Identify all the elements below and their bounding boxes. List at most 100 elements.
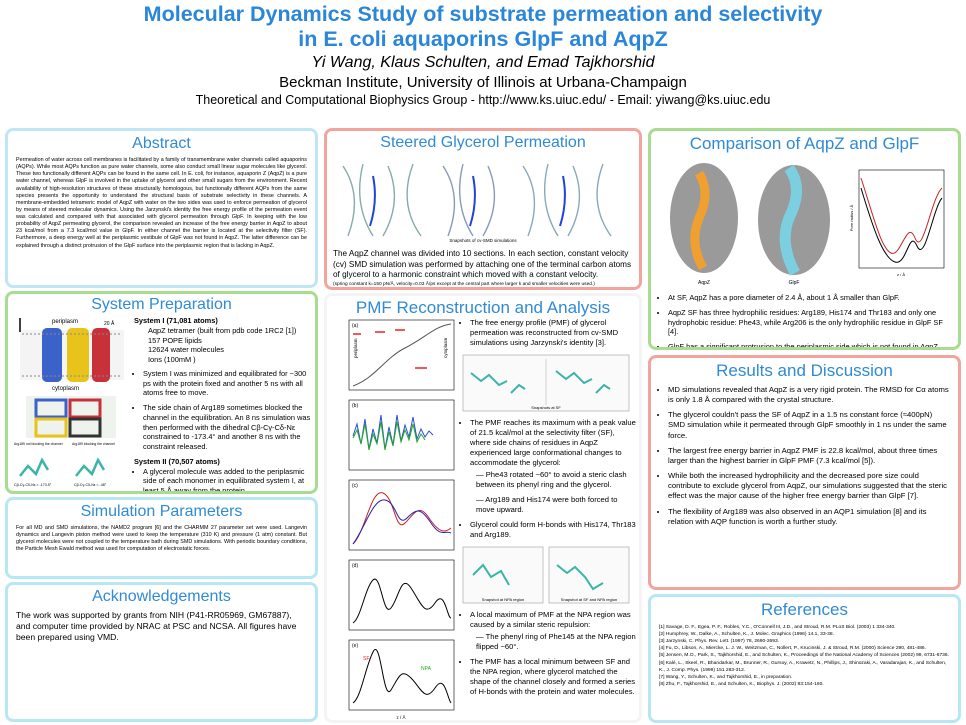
plot-frame <box>858 169 945 269</box>
simulation-parameters-panel: Simulation Parameters For all MD and SMD… <box>5 497 318 579</box>
plot-label: (d) <box>352 563 358 569</box>
force-curve <box>352 421 426 451</box>
sub-list: The phenyl ring of Phe145 at the NPA reg… <box>470 632 637 652</box>
section-heading: Simulation Parameters <box>80 503 243 520</box>
authors: Yi Wang, Klaus Schulten, and Emad Tajkho… <box>311 54 655 71</box>
subheading: System II (70,507 atoms) <box>134 456 220 466</box>
plot-label: (a) <box>352 323 358 329</box>
bullet: AqpZ SF has three hydrophilic residues: … <box>668 308 950 337</box>
title-line: in E. coli aquaporins GlpF and AqpZ <box>298 27 668 51</box>
acknowledgements-panel: Acknowledgements The work was supported … <box>5 582 318 722</box>
group-line: Theoretical and Computational Biophysics… <box>195 93 771 107</box>
residue <box>75 457 106 477</box>
bullet-text: A local maximum of PMF at the NPA region… <box>470 610 631 630</box>
image-frame <box>548 546 630 604</box>
list-item: 157 POPE lipids <box>148 335 202 345</box>
references-panel: References [1] Savage, D. F., Egea, P. F… <box>648 594 961 723</box>
section-heading: Comparison of AqpZ and GlpF <box>689 134 920 153</box>
bullet: The PMF reaches its maximum with a peak … <box>470 418 637 515</box>
npa-snapshots: Snapshot at NPA region Snapshot at SF an… <box>462 546 630 604</box>
residue <box>19 457 50 477</box>
paragraph: For all MD and SMD simulations, the NAMD… <box>16 525 307 553</box>
bullet: Phe43 rotated ~60° to avoid a steric cla… <box>476 470 637 490</box>
section-heading: Abstract <box>132 135 191 152</box>
bullet: The flexibility of Arg189 was also obser… <box>668 507 950 527</box>
affiliation: Beckman Institute, University of Illinoi… <box>279 74 687 91</box>
steered-panel: Steered Glycerol Permeation Snapshots of… <box>324 128 642 290</box>
image-label: GlpF <box>789 280 800 286</box>
section-heading: PMF Reconstruction and Analysis <box>355 298 611 317</box>
protein-surface <box>670 163 738 273</box>
bullet: Arg189 and His174 were both forced to mo… <box>476 495 637 515</box>
bullet: A glycerol molecule was added to the per… <box>143 467 314 491</box>
helices <box>342 163 612 237</box>
bullet: The PMF has a local minimum between SF a… <box>470 657 637 697</box>
bullet-list: At SF, AqpZ has a pore diameter of 2.4 Å… <box>659 293 950 347</box>
plot-label: (e) <box>352 643 358 649</box>
list-item: [1] Savage, D. F., Egea, P. F., Robles, … <box>659 625 896 630</box>
bullet-list: System I was minimized and equilibrated … <box>134 369 314 452</box>
abstract-text: Permeation of water across cell membrane… <box>16 157 307 249</box>
section-heading: Acknowledgements <box>92 588 231 605</box>
bullet-list: MD simulations revealed that AqpZ is a v… <box>659 385 950 527</box>
work-curve <box>352 499 452 545</box>
smd-snapshots: Snapshots of cv-SMD simulations <box>342 163 612 243</box>
bullet: The largest free energy barrier in AqpZ … <box>668 446 950 466</box>
protein <box>92 328 110 382</box>
monomer <box>68 417 102 438</box>
image-label: Arg189 not blocking the channel <box>14 442 63 446</box>
plot-label: cytoplasm <box>443 337 448 358</box>
plot-label: SF <box>363 656 369 662</box>
list-item: [4] Fu, D., Libson, A., Miercke, L. J. W… <box>659 646 927 652</box>
pmf-plots: (a) (b) (c) (d) (e) periplasm cytoplasm SF NPA z … <box>348 319 455 720</box>
sf-snapshots: Snapshots at SF <box>462 354 630 412</box>
plot-label: z / Å <box>396 714 405 720</box>
list-item: [2] Humphrey, W., Dalke, A., Schulten, K… <box>659 632 834 638</box>
image-caption: Snapshots at SF <box>531 405 561 410</box>
pmf-curve <box>352 578 452 624</box>
bullet: While both the increased hydrophilicity … <box>668 471 950 501</box>
radius-curve <box>860 177 943 254</box>
section-heading: System Preparation <box>91 296 232 313</box>
residue <box>472 563 604 591</box>
system-figure: periplasm cytoplasm 20 Å Arg189 not bloc… <box>14 318 124 487</box>
section-heading: References <box>761 600 848 619</box>
system-preparation-panel: System Preparation periplasm cytoplasm 2… <box>5 291 318 494</box>
title-line: Molecular Dynamics Study of substrate pe… <box>143 2 823 26</box>
image-label: Cβ-Cγ-Cδ-Nε = -48° <box>74 483 107 487</box>
bullet: System I was minimized and equilibrated … <box>143 369 314 398</box>
list-item: Ions (100mM ) <box>148 355 196 365</box>
plot-frames <box>348 319 455 711</box>
radius-curve <box>860 187 943 263</box>
monomer <box>34 417 68 438</box>
note: (spring constant k=150 pN/Å, velocity=0.… <box>333 281 595 287</box>
list-item: [6] Kalé, L., Skeel, R., Bhandarkar, M.,… <box>659 660 947 673</box>
trajectory-curve <box>352 323 452 387</box>
reference-list: [1] Savage, D. F., Egea, P. F., Robles, … <box>659 624 950 688</box>
subheading: System I (71,081 atoms) <box>134 316 218 325</box>
bullet: The free energy profile (PMF) of glycero… <box>470 318 637 348</box>
pore <box>779 164 802 276</box>
plot-label: periplasm <box>353 338 358 358</box>
list-item: AqpZ tetramer (built from pdb code 1RC2 … <box>148 325 297 335</box>
image-label: Cβ-Cγ-Cδ-Nε = -173.5° <box>14 483 52 487</box>
bullet-text: The PMF reaches its maximum with a peak … <box>470 418 636 468</box>
list-item: [3] Jarzynski, C. Phys. Rev. Lett. (1997… <box>659 639 780 645</box>
monomer <box>34 398 68 419</box>
monomer <box>68 398 102 419</box>
section-heading: Steered Glycerol Permeation <box>380 134 586 151</box>
image-label: periplasm <box>52 319 78 325</box>
axis-label: z / Å <box>897 272 905 277</box>
bullet: MD simulations revealed that AqpZ is a v… <box>668 385 950 405</box>
image-caption: Snapshot at SF and NPA region <box>561 597 617 602</box>
marker <box>353 329 427 369</box>
list-item: [8] Zhu, F., Tajkhorshid, E., and Schult… <box>659 681 824 687</box>
image-label: 20 Å <box>104 320 115 327</box>
list-item: [7] Wang, Y., Schulten, K., and Tajkhors… <box>659 674 793 680</box>
comparison-panel: Comparison of AqpZ and GlpF AqpZ GlpF Po… <box>648 128 961 350</box>
image-caption: Snapshots of cv-SMD simulations <box>449 238 517 243</box>
bullet-list: A glycerol molecule was added to the per… <box>134 467 314 491</box>
axis-label: Pore radius / Å <box>849 204 854 231</box>
bullet: The glycerol couldn't pass the SF of Aqp… <box>668 410 950 440</box>
plot-label: (c) <box>352 483 358 489</box>
